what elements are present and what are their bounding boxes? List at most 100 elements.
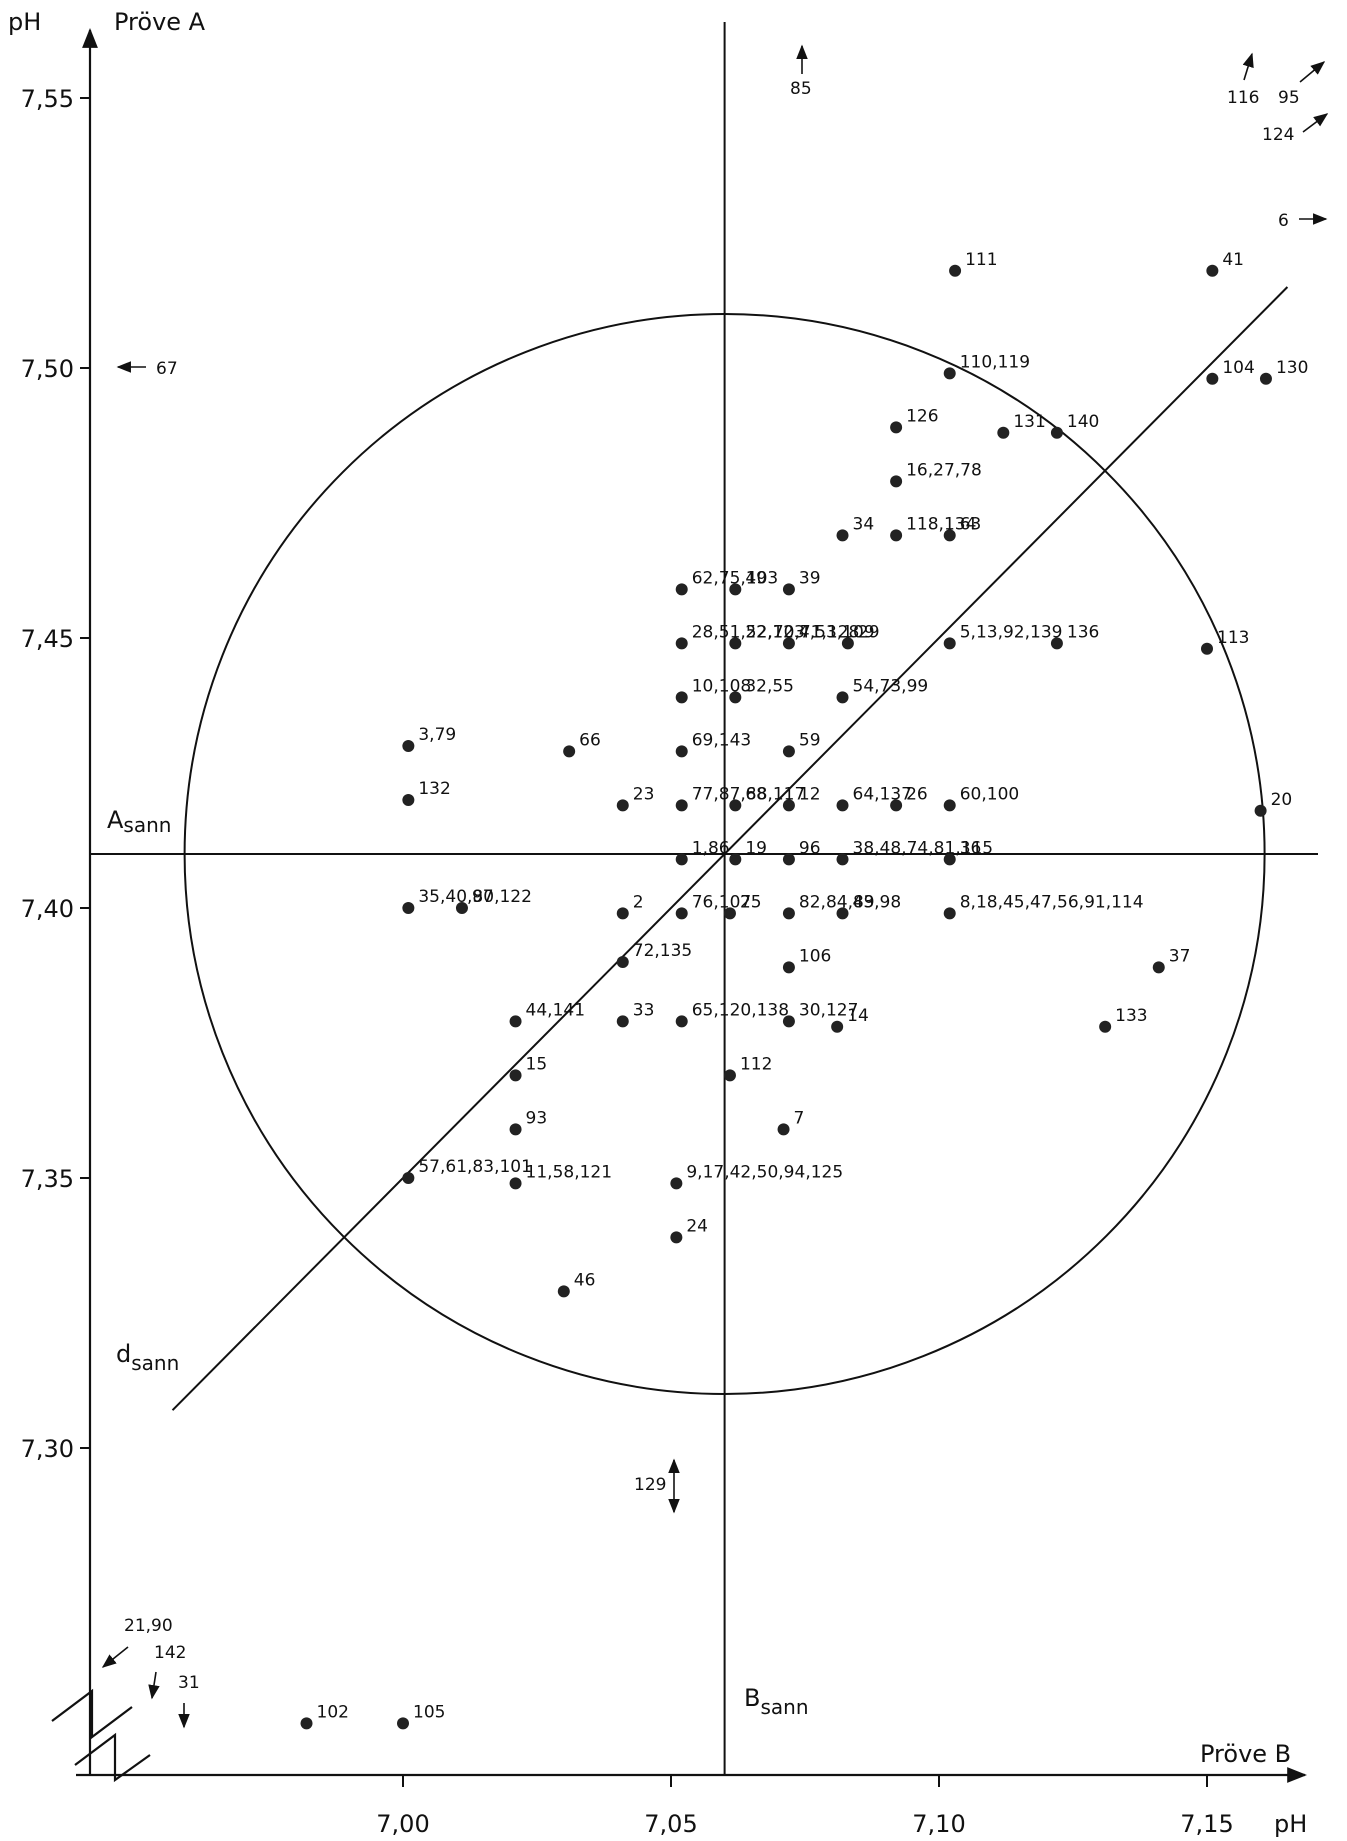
data-point	[509, 1123, 522, 1136]
data-label: 110,119	[960, 352, 1030, 372]
data-label: 140	[1067, 412, 1099, 432]
data-point	[841, 637, 854, 650]
data-point	[300, 1717, 313, 1730]
data-label: 10,108	[692, 676, 751, 696]
off-scale-labels: 85 116 95 124 6 67 129 21,90 142 31	[124, 79, 1300, 1693]
data-point	[616, 799, 629, 812]
data-point	[836, 799, 849, 812]
data-point	[729, 637, 742, 650]
y-tick-label: 7,30	[21, 1435, 74, 1463]
data-point	[836, 691, 849, 704]
data-label: 113	[1217, 628, 1249, 648]
data-point	[675, 853, 688, 866]
data-label: 26	[906, 784, 928, 804]
diagonal-label: dsann	[116, 1340, 179, 1375]
data-point	[943, 637, 956, 650]
data-label: 12	[799, 784, 821, 804]
data-label: 130	[1276, 358, 1308, 378]
data-point	[675, 1015, 688, 1028]
data-label: 69,143	[692, 730, 751, 750]
data-point	[782, 853, 795, 866]
data-point	[1259, 372, 1272, 385]
data-point	[1206, 264, 1219, 277]
data-label: 32,55	[745, 676, 794, 696]
data-point	[836, 853, 849, 866]
y-axis-name: Pröve A	[114, 8, 206, 36]
data-label: 72,135	[633, 941, 692, 961]
data-label: 96	[799, 838, 821, 858]
data-label: 77,87,88,117	[692, 784, 806, 804]
data-label: 59	[799, 730, 821, 750]
arrow-21-90	[101, 1646, 129, 1668]
data-label: 82,84,89	[799, 892, 875, 912]
data-point	[616, 907, 629, 920]
data-label: 68	[745, 784, 767, 804]
data-point	[782, 637, 795, 650]
data-label: 3,79	[418, 725, 456, 745]
data-point	[675, 583, 688, 596]
data-label: 62,75,103	[692, 568, 779, 588]
axis-titles: pH Pröve A Pröve B pH Asann Bsann dsann	[8, 8, 1307, 1838]
data-label: 5,13,92,139	[960, 622, 1063, 642]
data-point	[1201, 642, 1213, 655]
data-point	[455, 902, 468, 914]
data-point	[1206, 372, 1219, 385]
data-label: 102	[317, 1702, 349, 1722]
data-point	[836, 529, 849, 542]
data-label: 9,17,42,50,94,125	[686, 1162, 843, 1182]
data-point	[943, 367, 956, 380]
data-label: 15	[526, 1054, 548, 1074]
y-tick-label: 7,35	[21, 1165, 74, 1193]
true-value-A-label: Asann	[107, 806, 171, 837]
data-point	[675, 637, 688, 650]
data-point	[949, 264, 962, 277]
data-label: 33	[633, 1000, 655, 1020]
data-label: 106	[799, 946, 831, 966]
y-tick-label: 7,50	[21, 355, 74, 383]
arrow-116	[1242, 52, 1254, 81]
reference-lines	[90, 22, 1318, 1775]
offscale-label-31: 31	[178, 1673, 200, 1693]
data-label: 133	[1115, 1006, 1147, 1026]
data-point	[509, 1177, 522, 1190]
data-point	[777, 1123, 790, 1136]
data-label: 24	[686, 1216, 708, 1236]
data-point	[1050, 637, 1063, 650]
offscale-label-116: 116	[1227, 88, 1259, 108]
y-tick-label: 7,40	[21, 895, 74, 923]
data-label: 35,40,80,122	[418, 887, 532, 907]
data-label: 132	[418, 779, 450, 799]
data-point	[729, 691, 742, 704]
data-point	[729, 853, 742, 866]
data-point	[782, 583, 795, 596]
x-tick-label: 7,15	[1180, 1810, 1233, 1838]
data-point	[1152, 961, 1165, 974]
data-point	[402, 794, 415, 806]
data-point	[890, 529, 903, 542]
x-tick-label: 7,00	[376, 1810, 429, 1838]
x-axis-name: Pröve B	[1200, 1740, 1291, 1768]
data-point	[890, 421, 903, 434]
data-point	[616, 1015, 629, 1028]
data-label: 54,73,99	[853, 676, 929, 696]
data-label: 63	[960, 514, 982, 534]
data-point	[890, 799, 903, 812]
axis-break-mark	[51, 1688, 151, 1783]
data-point	[402, 1172, 415, 1184]
data-label: 112	[740, 1054, 772, 1074]
data-point	[402, 902, 415, 914]
offscale-label-95: 95	[1278, 88, 1300, 108]
data-label: 22,123	[745, 622, 804, 642]
data-label: 60,100	[960, 784, 1019, 804]
data-label: 34	[853, 514, 875, 534]
data-point	[616, 956, 629, 968]
offscale-label-6: 6	[1278, 211, 1289, 231]
data-point	[997, 426, 1010, 439]
arrow-124	[1302, 113, 1329, 133]
data-points: 111 41 110,119 104 130 126 131 140 16,27,78 34 118…	[300, 250, 1308, 1730]
data-label: 37	[1169, 946, 1191, 966]
data-label: 105	[413, 1702, 445, 1722]
data-label: 30,127	[799, 1000, 858, 1020]
offscale-label-124: 124	[1262, 125, 1294, 145]
data-point	[675, 745, 688, 758]
